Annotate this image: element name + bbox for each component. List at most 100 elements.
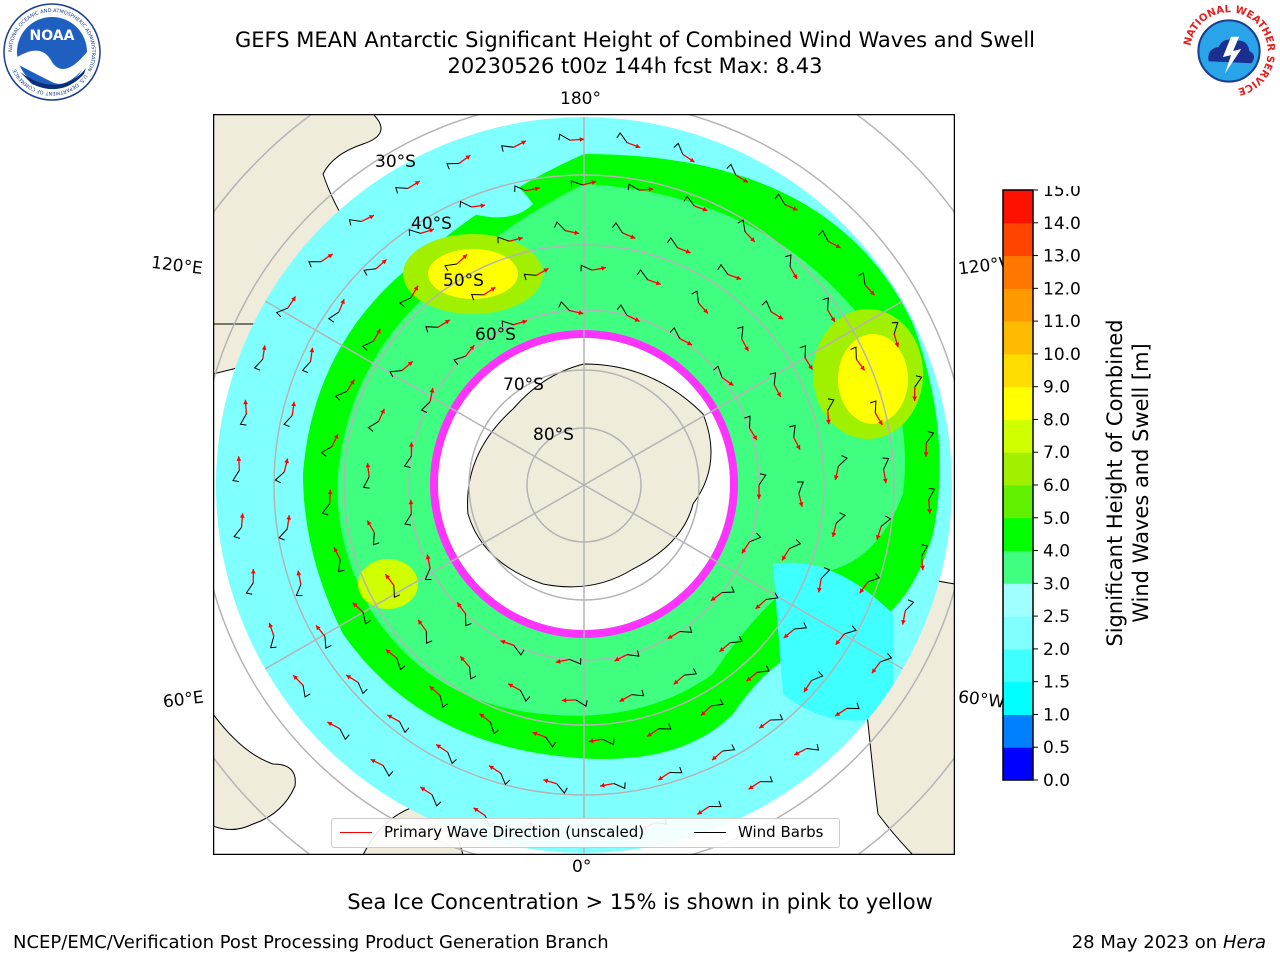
wind-barb [278, 528, 288, 541]
wind-barb [626, 650, 640, 657]
wind-barb [470, 293, 484, 301]
wind-barb [363, 268, 377, 276]
wind-barb [850, 346, 857, 360]
wave-arrow-head [508, 683, 514, 688]
wind-barb [497, 236, 510, 244]
wave-arrow-head [750, 237, 755, 242]
wind-barb [904, 599, 915, 612]
wave-arrow-head [702, 206, 708, 212]
wave-arrow-head [309, 347, 315, 353]
wind-barb [882, 457, 890, 470]
wind-barb [769, 372, 777, 385]
wind-barb [722, 586, 735, 593]
wind-barb [616, 132, 628, 143]
wave-arrow-head [579, 137, 585, 142]
wind-barb [425, 631, 433, 644]
wave-arrow-head [349, 379, 355, 385]
wave-arrow-head [882, 478, 888, 484]
wave-arrow-head [871, 668, 877, 674]
wind-barb [501, 320, 514, 328]
wind-barb [758, 473, 767, 486]
wave-arrow-head [543, 778, 549, 784]
chart-subtitle: 20230526 t00z 144h fcst Max: 8.43 [447, 54, 823, 78]
colorbar-bin [1003, 288, 1033, 322]
wind-barb [327, 311, 340, 323]
wind-barb [569, 658, 582, 665]
wind-barb [431, 794, 442, 807]
credit-date-text: 28 May 2023 on [1071, 932, 1218, 953]
wave-arrow-head [286, 515, 292, 520]
wave-arrow-head [792, 274, 798, 280]
wind-barb [275, 307, 289, 318]
wave-arrow-head [647, 732, 653, 737]
wave-arrow-head [293, 675, 298, 680]
wind-barb [395, 187, 408, 194]
wave-arrow-head [803, 687, 809, 693]
wave-arrow-head [387, 714, 393, 720]
legend-wind-label: Wind Barbs [738, 823, 824, 841]
colorbar-bin [1003, 681, 1033, 715]
wave-arrow-head [414, 181, 420, 186]
wave-arrow-head [634, 317, 640, 322]
noaa-logo: NOAA NATIONAL OCEANIC AND ATMOSPHERIC AD… [3, 3, 101, 101]
wind-barb [891, 321, 899, 335]
wind-barb [794, 622, 808, 630]
colorbar-tick-label: 2.5 [1043, 607, 1070, 627]
wind-barb [439, 695, 449, 708]
colorbar-tick-label: 0.0 [1043, 771, 1070, 786]
wind-barb [558, 300, 570, 311]
wind-barb [844, 625, 857, 635]
lat-label-40s: 40°S [411, 214, 452, 234]
wind-barb [245, 582, 254, 595]
wind-barb [489, 722, 500, 735]
wave-arrow-head [619, 697, 625, 702]
wind-barb [348, 219, 362, 226]
colorbar-bin [1003, 616, 1033, 650]
wave-arrow-head [534, 186, 540, 192]
wave-arrow-head [835, 711, 841, 716]
wave-arrow-head [673, 679, 679, 685]
wind-barb [500, 773, 511, 786]
wind-barb [627, 183, 640, 191]
wave-arrow-head [782, 555, 787, 561]
wave-arrow-head [697, 809, 703, 815]
wave-arrow-head [561, 697, 567, 703]
colorbar-tick-label: 12.0 [1043, 279, 1081, 299]
wind-barb [233, 526, 242, 539]
wave-arrow-head [759, 723, 765, 729]
wind-barb [679, 626, 693, 633]
wave-arrow-head [469, 345, 475, 351]
wind-barb [921, 544, 929, 557]
wave-arrow-head [817, 587, 822, 593]
wave-arrow-head [462, 254, 468, 260]
wave-arrow-head [479, 713, 485, 719]
wind-barb [846, 702, 860, 710]
wind-barb [879, 653, 893, 663]
wave-arrow-head [555, 659, 561, 664]
wave-arrow-head [746, 676, 752, 682]
wave-arrow-head [236, 456, 242, 461]
wind-barb [580, 264, 593, 272]
wave-arrow-head [517, 236, 523, 242]
wave-arrow-head [490, 287, 496, 292]
wave-arrow-head [436, 744, 442, 749]
wave-arrow-head [250, 569, 256, 574]
wave-arrow-head [869, 290, 875, 296]
colorbar-bin [1003, 747, 1033, 781]
wave-arrow-head [239, 513, 245, 518]
colorbar-tick-label: 1.5 [1043, 673, 1070, 693]
wind-barb [274, 471, 285, 484]
wave-arrow-head [420, 787, 426, 792]
colorbar: 0.0 0.5 1.0 1.5 2.0 2.5 3.0 4.0 5.0 6.0 7.0 8.0 9.0 1… [1002, 186, 1081, 786]
colorbar-tick-label: 5.0 [1043, 509, 1070, 529]
wind-barb [761, 300, 772, 313]
wave-arrow-head [667, 634, 673, 639]
legend-wave-label: Primary Wave Direction (unscaled) [384, 823, 645, 841]
wave-arrow-head [588, 738, 594, 744]
wind-barb [827, 398, 835, 411]
colorbar-bin [1003, 353, 1033, 388]
wave-arrow-head [728, 381, 734, 386]
wind-barb [520, 690, 531, 702]
wave-arrow-head [859, 588, 865, 594]
colorbar-bin [1003, 714, 1033, 748]
